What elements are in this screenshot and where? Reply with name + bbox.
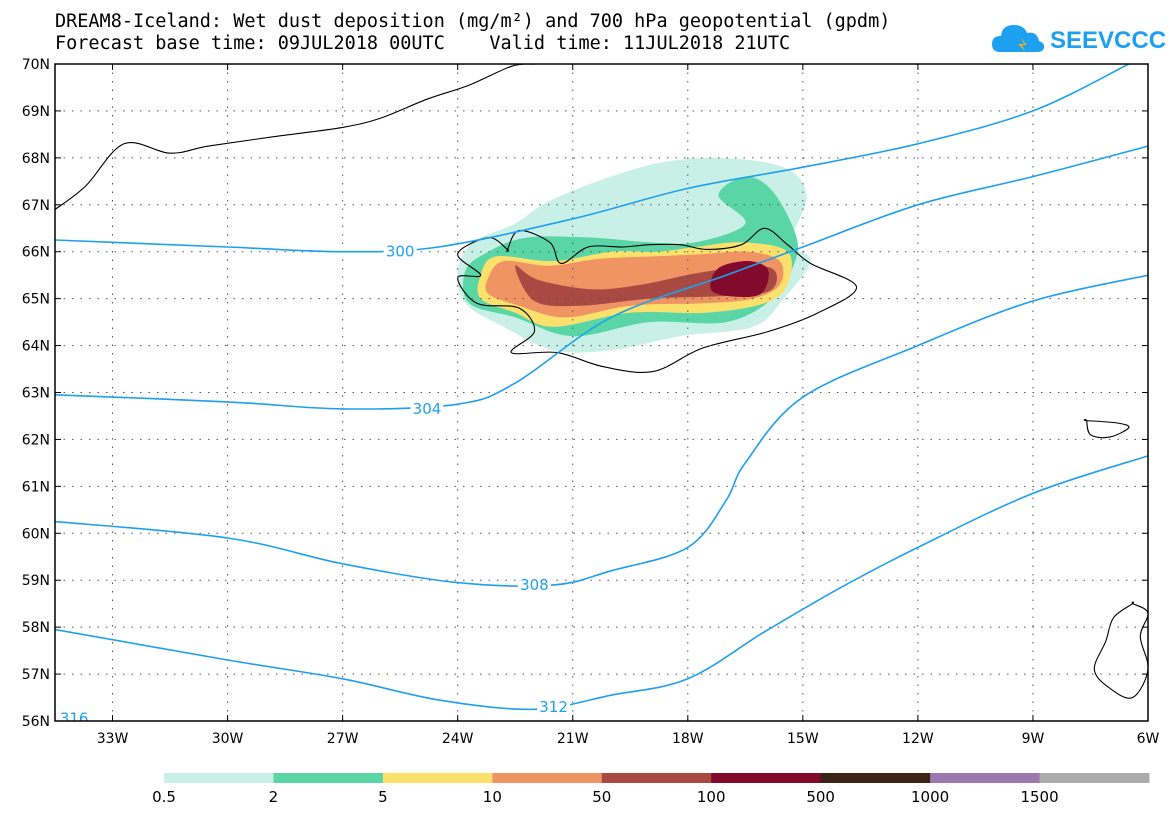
y-tick-label: 61N [22, 479, 50, 495]
y-tick-label: 59N [22, 573, 50, 589]
y-tick-label: 65N [22, 292, 50, 308]
axis-ticks: 33W 30W 27W 24W 21W 18W 15W 12W 9W 6W 56N 57N 58N 59N… [22, 57, 1160, 747]
y-tick-label: 58N [22, 620, 50, 636]
y-tick-label: 60N [22, 526, 50, 542]
y-tick-label: 63N [22, 386, 50, 402]
colorbar-label: 1500 [1020, 788, 1058, 806]
contour-304 [55, 145, 1148, 410]
contour-label-bg [383, 242, 417, 261]
map-frame [54, 63, 1149, 722]
y-tick-label: 62N [22, 432, 50, 448]
contour-label-312: 312 [539, 698, 568, 716]
colorbar-swatch [1039, 773, 1150, 783]
x-tick-label: 33W [97, 731, 129, 747]
coastline-layer [55, 64, 1148, 699]
x-tick-label: 9W [1022, 731, 1045, 747]
contour-312 [55, 455, 1148, 711]
x-tick-label: 30W [212, 731, 244, 747]
colorbar-swatch [273, 773, 384, 783]
contour-300 [55, 64, 1130, 253]
colorbar-swatch [711, 773, 822, 783]
contour-label-bg [410, 399, 444, 418]
deposition-patch-50 [515, 265, 777, 307]
coastline-greenland [55, 64, 535, 210]
coastline-faroe [1083, 418, 1130, 439]
colorbar-label: 5 [378, 788, 388, 806]
x-tick-label: 15W [787, 731, 819, 747]
coastline-hebrides [1093, 601, 1148, 699]
logo-text: SEEVCCC [1050, 27, 1165, 54]
y-tick-label: 67N [22, 198, 50, 214]
contour-label-bg [517, 575, 551, 594]
grid-layer [55, 64, 1148, 721]
coastline-iceland [457, 227, 858, 373]
contour-label-316: 316 [60, 710, 89, 728]
map-title-line2: Forecast base time: 09JUL2018 00UTC Vali… [55, 33, 791, 54]
geopotential-contours: 300 304 308 312 316 [55, 64, 1148, 728]
y-tick-label: 69N [22, 104, 50, 120]
colorbar-label: 0.5 [152, 788, 176, 806]
colorbar-label: 10 [483, 788, 502, 806]
x-tick-label: 12W [902, 731, 934, 747]
deposition-patch-100 [710, 261, 769, 298]
colorbar-label: 1000 [911, 788, 949, 806]
y-tick-label: 70N [22, 57, 50, 73]
colorbar-swatch [382, 773, 493, 783]
y-tick-label: 68N [22, 151, 50, 167]
colorbar: 0.5 2 5 10 50 100 500 1000 1500 [152, 773, 1150, 806]
colorbar-label: 500 [806, 788, 835, 806]
contour-308 [55, 274, 1148, 587]
cloud-icon: SEEVCCC [992, 25, 1166, 54]
colorbar-label: 100 [697, 788, 726, 806]
y-tick-label: 57N [22, 667, 50, 683]
seevccc-logo: SEEVCCC [990, 14, 1166, 60]
x-tick-label: 18W [672, 731, 704, 747]
colorbar-label: 50 [592, 788, 611, 806]
y-tick-label: 64N [22, 339, 50, 355]
deposition-layer [457, 157, 811, 353]
y-tick-label: 56N [22, 714, 50, 730]
y-tick-label: 66N [22, 245, 50, 261]
x-tick-label: 24W [442, 731, 474, 747]
contour-label-bg [537, 697, 571, 716]
x-tick-label: 21W [557, 731, 589, 747]
x-tick-label: 6W [1137, 731, 1160, 747]
colorbar-swatch [601, 773, 712, 783]
colorbar-swatch [164, 773, 274, 783]
contour-label-304: 304 [413, 400, 442, 418]
x-tick-label: 27W [327, 731, 359, 747]
colorbar-swatch [930, 773, 1041, 783]
colorbar-label: 2 [269, 788, 279, 806]
colorbar-swatch [492, 773, 603, 783]
colorbar-swatch [820, 773, 931, 783]
contour-label-300: 300 [386, 243, 415, 261]
map-title-line1: DREAM8-Iceland: Wet dust deposition (mg/… [55, 11, 891, 32]
contour-label-308: 308 [520, 576, 549, 594]
